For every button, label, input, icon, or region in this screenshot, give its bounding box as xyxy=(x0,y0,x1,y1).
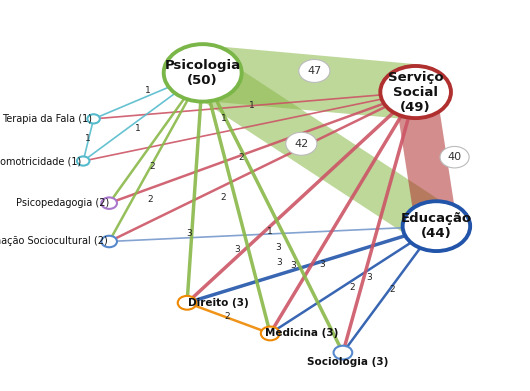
Circle shape xyxy=(286,132,317,155)
Text: 2: 2 xyxy=(147,195,153,204)
Text: Direito (3): Direito (3) xyxy=(188,298,249,308)
Text: Psicologia
(50): Psicologia (50) xyxy=(165,59,241,87)
Circle shape xyxy=(403,201,470,251)
Text: 3: 3 xyxy=(234,246,240,255)
Circle shape xyxy=(101,236,117,247)
Circle shape xyxy=(261,326,279,340)
Text: 1: 1 xyxy=(84,133,90,143)
Text: Educação
(44): Educação (44) xyxy=(401,212,472,240)
Text: 42: 42 xyxy=(294,139,308,149)
Circle shape xyxy=(299,59,330,83)
Text: 3: 3 xyxy=(275,243,281,252)
Text: 1: 1 xyxy=(267,228,273,237)
Text: 2: 2 xyxy=(224,312,230,321)
Text: Medicina (3): Medicina (3) xyxy=(264,328,338,339)
Circle shape xyxy=(178,296,197,310)
Circle shape xyxy=(101,197,117,209)
Text: 1: 1 xyxy=(220,114,226,124)
Circle shape xyxy=(77,156,90,166)
Text: 40: 40 xyxy=(447,152,462,162)
Text: 2: 2 xyxy=(390,285,395,294)
Circle shape xyxy=(381,66,451,118)
Text: 47: 47 xyxy=(307,66,322,76)
Text: 3: 3 xyxy=(276,258,282,267)
Circle shape xyxy=(333,346,352,359)
Text: Terapia da Fala (1): Terapia da Fala (1) xyxy=(2,114,92,124)
Text: 1: 1 xyxy=(135,124,141,133)
Text: 3: 3 xyxy=(290,261,296,270)
Text: 3: 3 xyxy=(319,260,325,269)
Circle shape xyxy=(440,147,469,168)
Text: 2: 2 xyxy=(149,162,155,171)
Circle shape xyxy=(164,44,242,102)
Text: Psicopedagogia (2): Psicopedagogia (2) xyxy=(16,198,109,208)
Text: 2: 2 xyxy=(239,152,244,162)
Text: Serviço
Social
(49): Serviço Social (49) xyxy=(388,70,444,113)
Circle shape xyxy=(87,114,100,124)
Text: 3: 3 xyxy=(186,229,192,239)
Text: Psicomotricidade (1): Psicomotricidade (1) xyxy=(0,156,82,166)
Text: 1: 1 xyxy=(249,101,255,110)
Text: 3: 3 xyxy=(366,273,372,282)
Text: 2: 2 xyxy=(349,283,355,292)
Text: Sociologia (3): Sociologia (3) xyxy=(307,357,389,367)
Text: Animação Sociocultural (2): Animação Sociocultural (2) xyxy=(0,237,108,246)
Text: 1: 1 xyxy=(145,86,151,95)
Text: 2: 2 xyxy=(220,193,226,202)
